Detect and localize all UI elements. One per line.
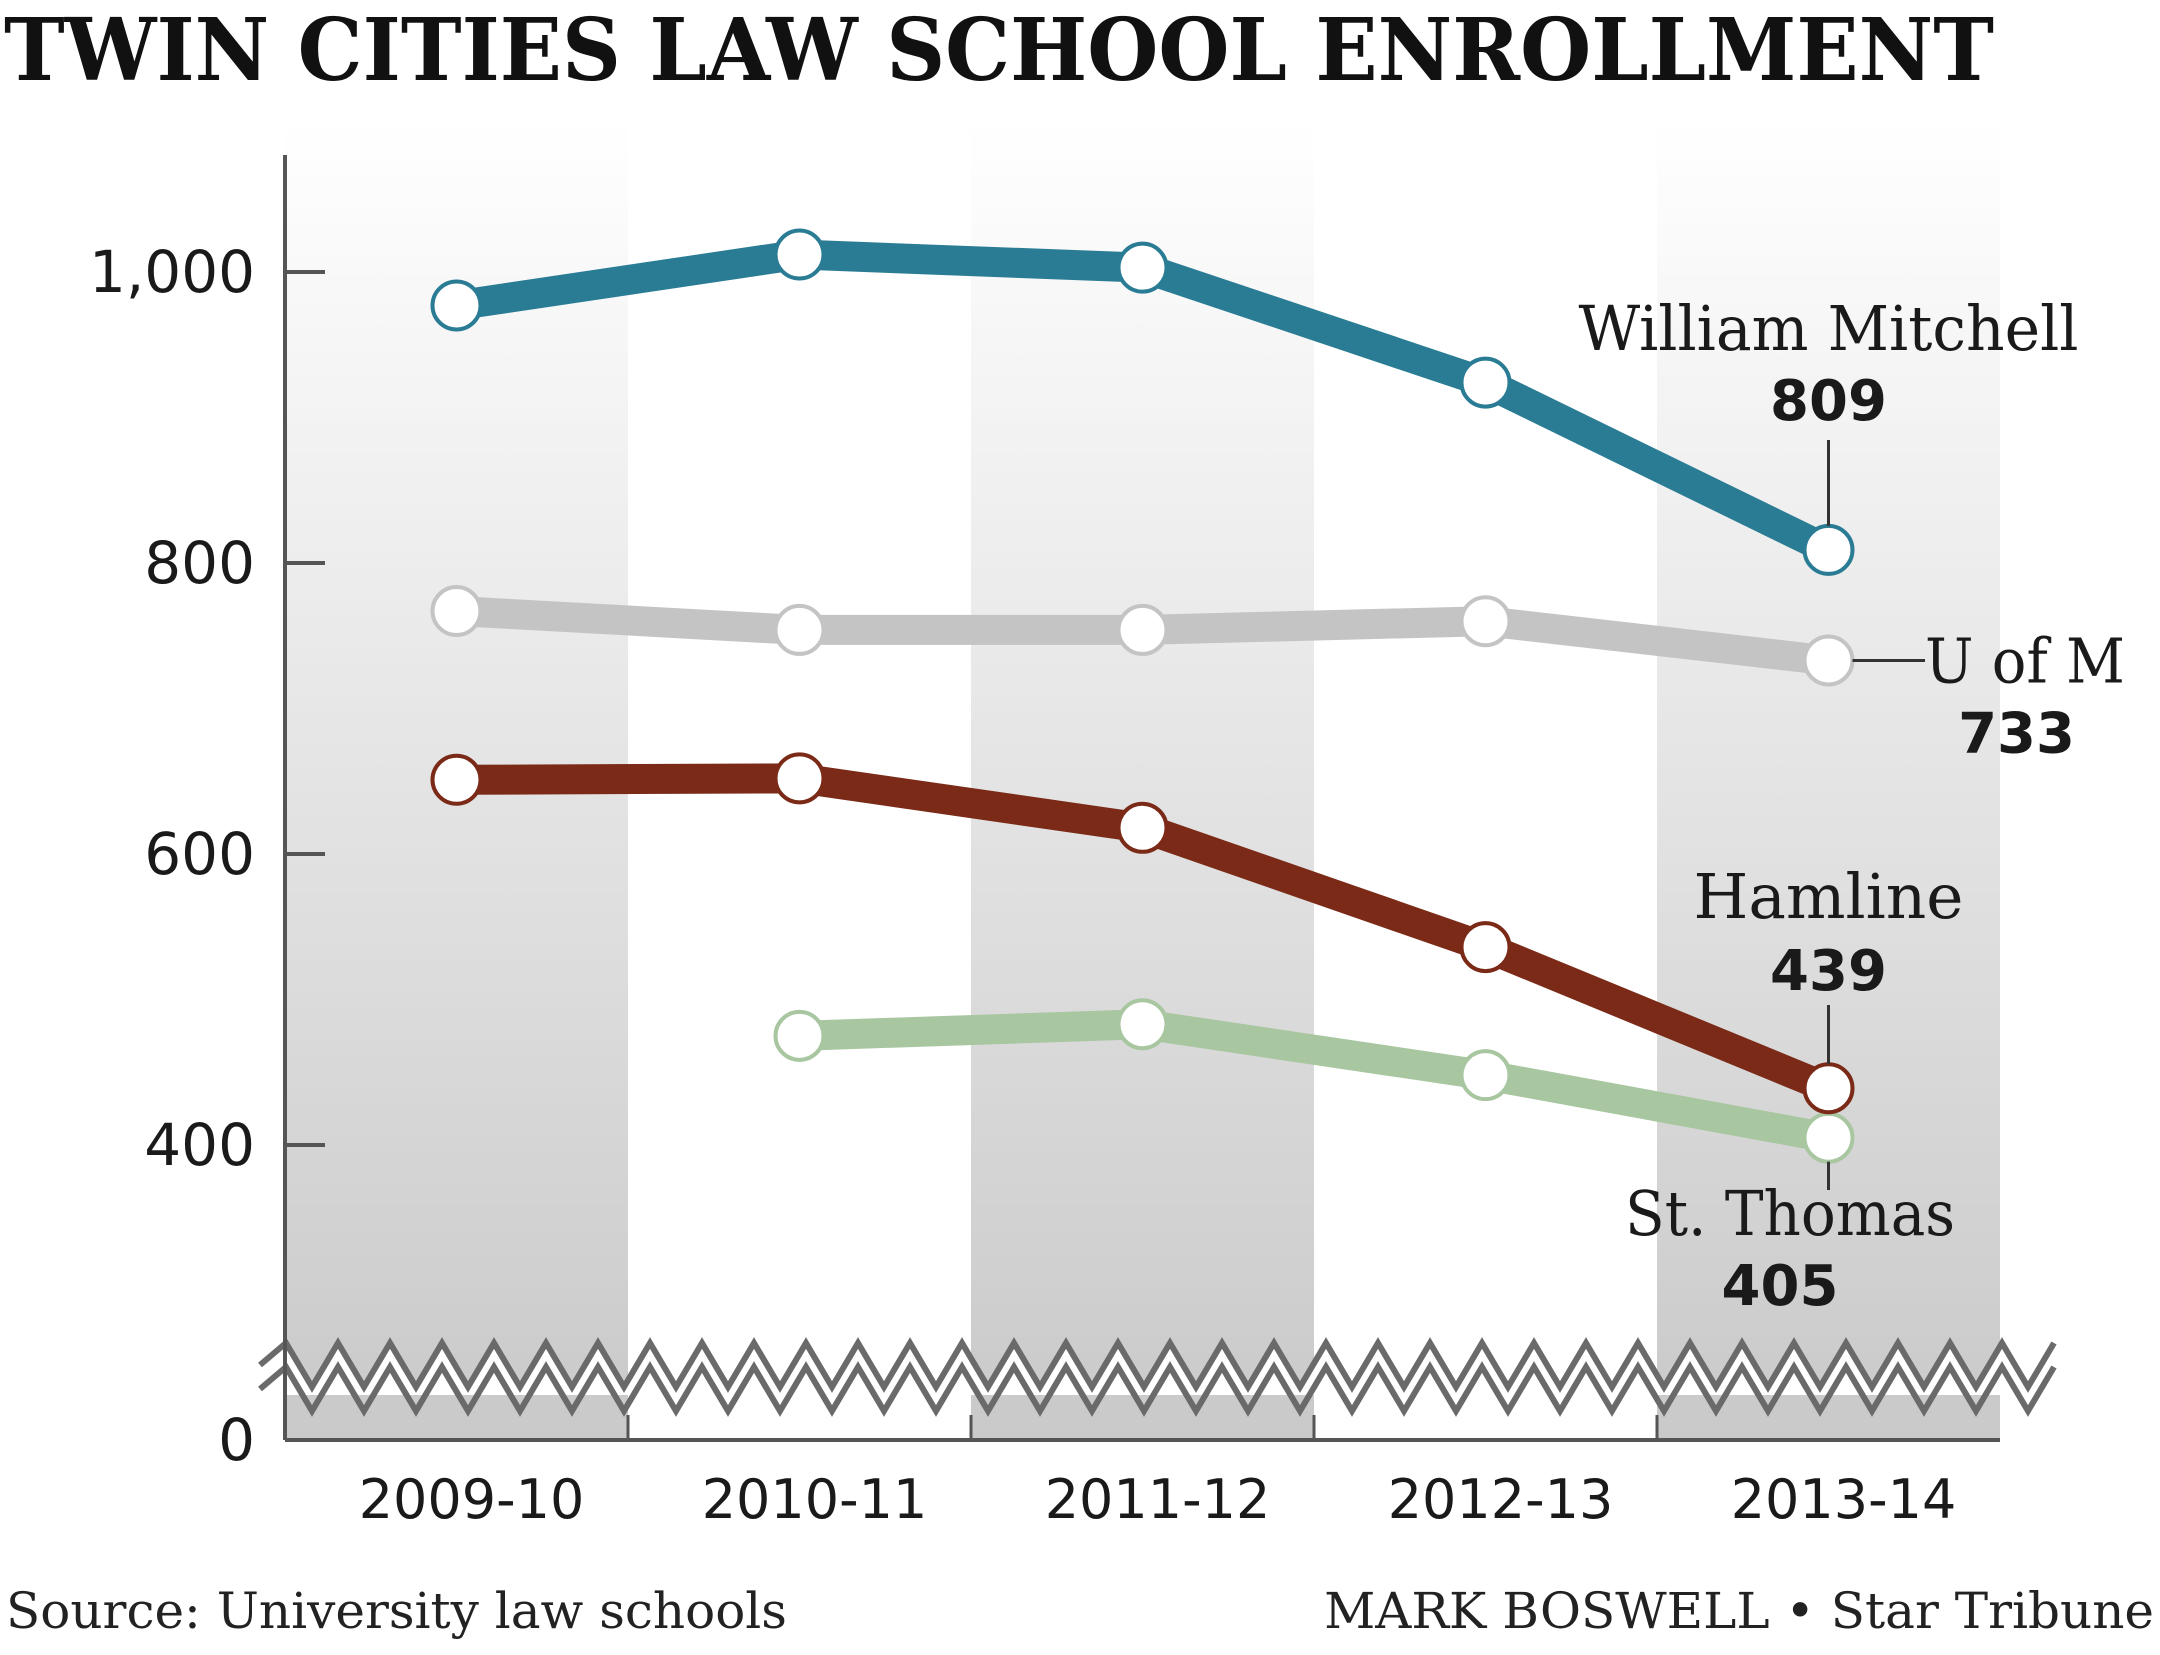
value-hamline: 439 bbox=[1770, 939, 1887, 1004]
line-st_thomas bbox=[784, 1009, 1844, 1153]
point-st_thomas bbox=[1459, 1049, 1512, 1102]
axis-break bbox=[258, 1337, 2057, 1417]
axes bbox=[283, 155, 2000, 1442]
point-william_mitchell bbox=[773, 228, 826, 281]
data-points bbox=[430, 228, 1855, 1164]
value-st-thomas: 405 bbox=[1722, 1254, 1839, 1319]
label-u-of-m: U of M bbox=[1925, 624, 2125, 697]
point-u_of_m bbox=[1802, 634, 1855, 687]
label-hamline: Hamline bbox=[1694, 860, 1964, 933]
source-note: Source: University law schools bbox=[6, 1582, 787, 1640]
point-u_of_m bbox=[1459, 595, 1512, 648]
y-tick-label: 400 bbox=[144, 1111, 255, 1179]
value-william-mitchell: 809 bbox=[1770, 369, 1887, 434]
point-william_mitchell bbox=[430, 279, 483, 332]
point-william_mitchell bbox=[1459, 356, 1512, 409]
point-u_of_m bbox=[430, 585, 483, 638]
point-u_of_m bbox=[1116, 603, 1169, 656]
y-tick-label: 600 bbox=[144, 820, 255, 888]
point-william_mitchell bbox=[1802, 523, 1855, 576]
point-st_thomas bbox=[1802, 1111, 1855, 1164]
break-zigzag-lower bbox=[258, 1361, 2057, 1417]
point-hamline bbox=[430, 753, 483, 806]
value-u-of-m: 733 bbox=[1958, 701, 2075, 766]
y-tick-label: 0 bbox=[218, 1406, 255, 1474]
x-tick-label: 2010-11 bbox=[702, 1468, 928, 1531]
point-st_thomas bbox=[1116, 998, 1169, 1051]
label-william-mitchell: William Mitchell bbox=[1579, 292, 2079, 365]
band-2013-14 bbox=[1657, 120, 2000, 1440]
column-bands bbox=[285, 120, 2000, 1440]
x-tick-label: 2011-12 bbox=[1045, 1468, 1271, 1531]
x-tick-labels: 2009-10 2010-11 2011-12 2012-13 2013-14 bbox=[359, 1468, 1957, 1531]
credit-note: MARK BOSWELL • Star Tribune bbox=[1324, 1582, 2154, 1640]
point-hamline bbox=[1116, 801, 1169, 854]
point-hamline bbox=[1459, 921, 1512, 974]
y-tick-labels: 0 400 600 800 1,000 bbox=[89, 238, 255, 1474]
point-hamline bbox=[773, 752, 826, 805]
point-u_of_m bbox=[773, 603, 826, 656]
x-tick-label: 2009-10 bbox=[359, 1468, 585, 1531]
label-st-thomas: St. Thomas bbox=[1625, 1177, 1955, 1250]
band-2011-12 bbox=[971, 120, 1314, 1440]
break-zigzag-upper bbox=[258, 1337, 2057, 1393]
point-william_mitchell bbox=[1116, 241, 1169, 294]
x-tick-label: 2013-14 bbox=[1731, 1468, 1957, 1531]
y-tick-label: 800 bbox=[144, 529, 255, 597]
chart-title: TWIN CITIES LAW SCHOOL ENROLLMENT bbox=[4, 0, 1994, 101]
point-st_thomas bbox=[773, 1009, 826, 1062]
point-hamline bbox=[1802, 1062, 1855, 1115]
y-tick-label: 1,000 bbox=[89, 238, 255, 306]
x-tick-label: 2012-13 bbox=[1388, 1468, 1614, 1531]
